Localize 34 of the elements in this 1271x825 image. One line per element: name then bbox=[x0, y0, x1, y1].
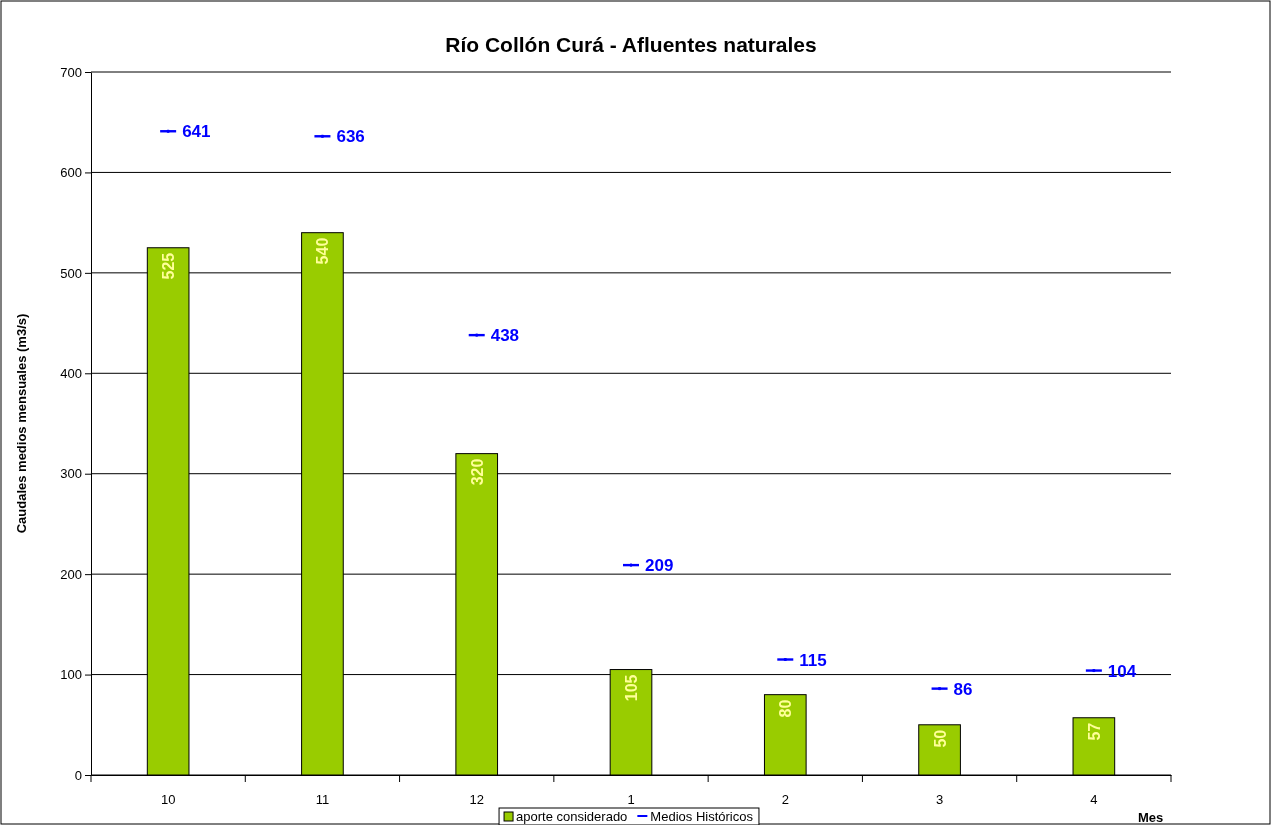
x-axis-title: Mes bbox=[1138, 810, 1164, 825]
y-tick-label: 700 bbox=[60, 64, 82, 80]
x-tick-label: 11 bbox=[315, 792, 330, 808]
data-label: 636 bbox=[336, 127, 365, 147]
data-label: 50 bbox=[931, 729, 949, 748]
point bbox=[629, 563, 633, 567]
chart-title: Río Collón Curá - Afluentes naturales bbox=[445, 33, 817, 56]
data-label: 525 bbox=[160, 252, 178, 280]
y-tick-label: 500 bbox=[60, 265, 82, 281]
x-tick-label: 1 bbox=[627, 792, 635, 808]
data-label: 57 bbox=[1085, 722, 1103, 741]
x-tick-label: 12 bbox=[469, 792, 484, 808]
y-tick-label: 400 bbox=[60, 365, 82, 381]
data-label: 209 bbox=[645, 556, 674, 576]
legend-label: aporte considerado bbox=[516, 809, 628, 824]
y-axis-title: Caudales medios mensuales (m3/s) bbox=[14, 313, 29, 534]
data-label: 540 bbox=[314, 237, 332, 265]
data-label: 438 bbox=[490, 326, 520, 346]
x-tick-label: 3 bbox=[935, 792, 944, 808]
y-tick-label: 100 bbox=[60, 667, 82, 683]
x-tick-label: 10 bbox=[160, 792, 176, 808]
y-tick-label: 300 bbox=[60, 466, 82, 482]
data-label: 320 bbox=[468, 458, 486, 486]
x-tick-label: 4 bbox=[1090, 792, 1098, 808]
data-label: 641 bbox=[182, 122, 211, 142]
data-label: 80 bbox=[777, 699, 795, 718]
data-label: 86 bbox=[953, 679, 973, 699]
y-tick-label: 0 bbox=[74, 767, 82, 783]
x-tick-label: 2 bbox=[781, 792, 789, 808]
y-tick-label: 600 bbox=[60, 165, 82, 181]
y-tick-label: 200 bbox=[60, 566, 82, 582]
data-label: 105 bbox=[623, 674, 640, 702]
legend-label: Medios Históricos bbox=[650, 809, 754, 824]
data-label: 115 bbox=[799, 650, 827, 670]
